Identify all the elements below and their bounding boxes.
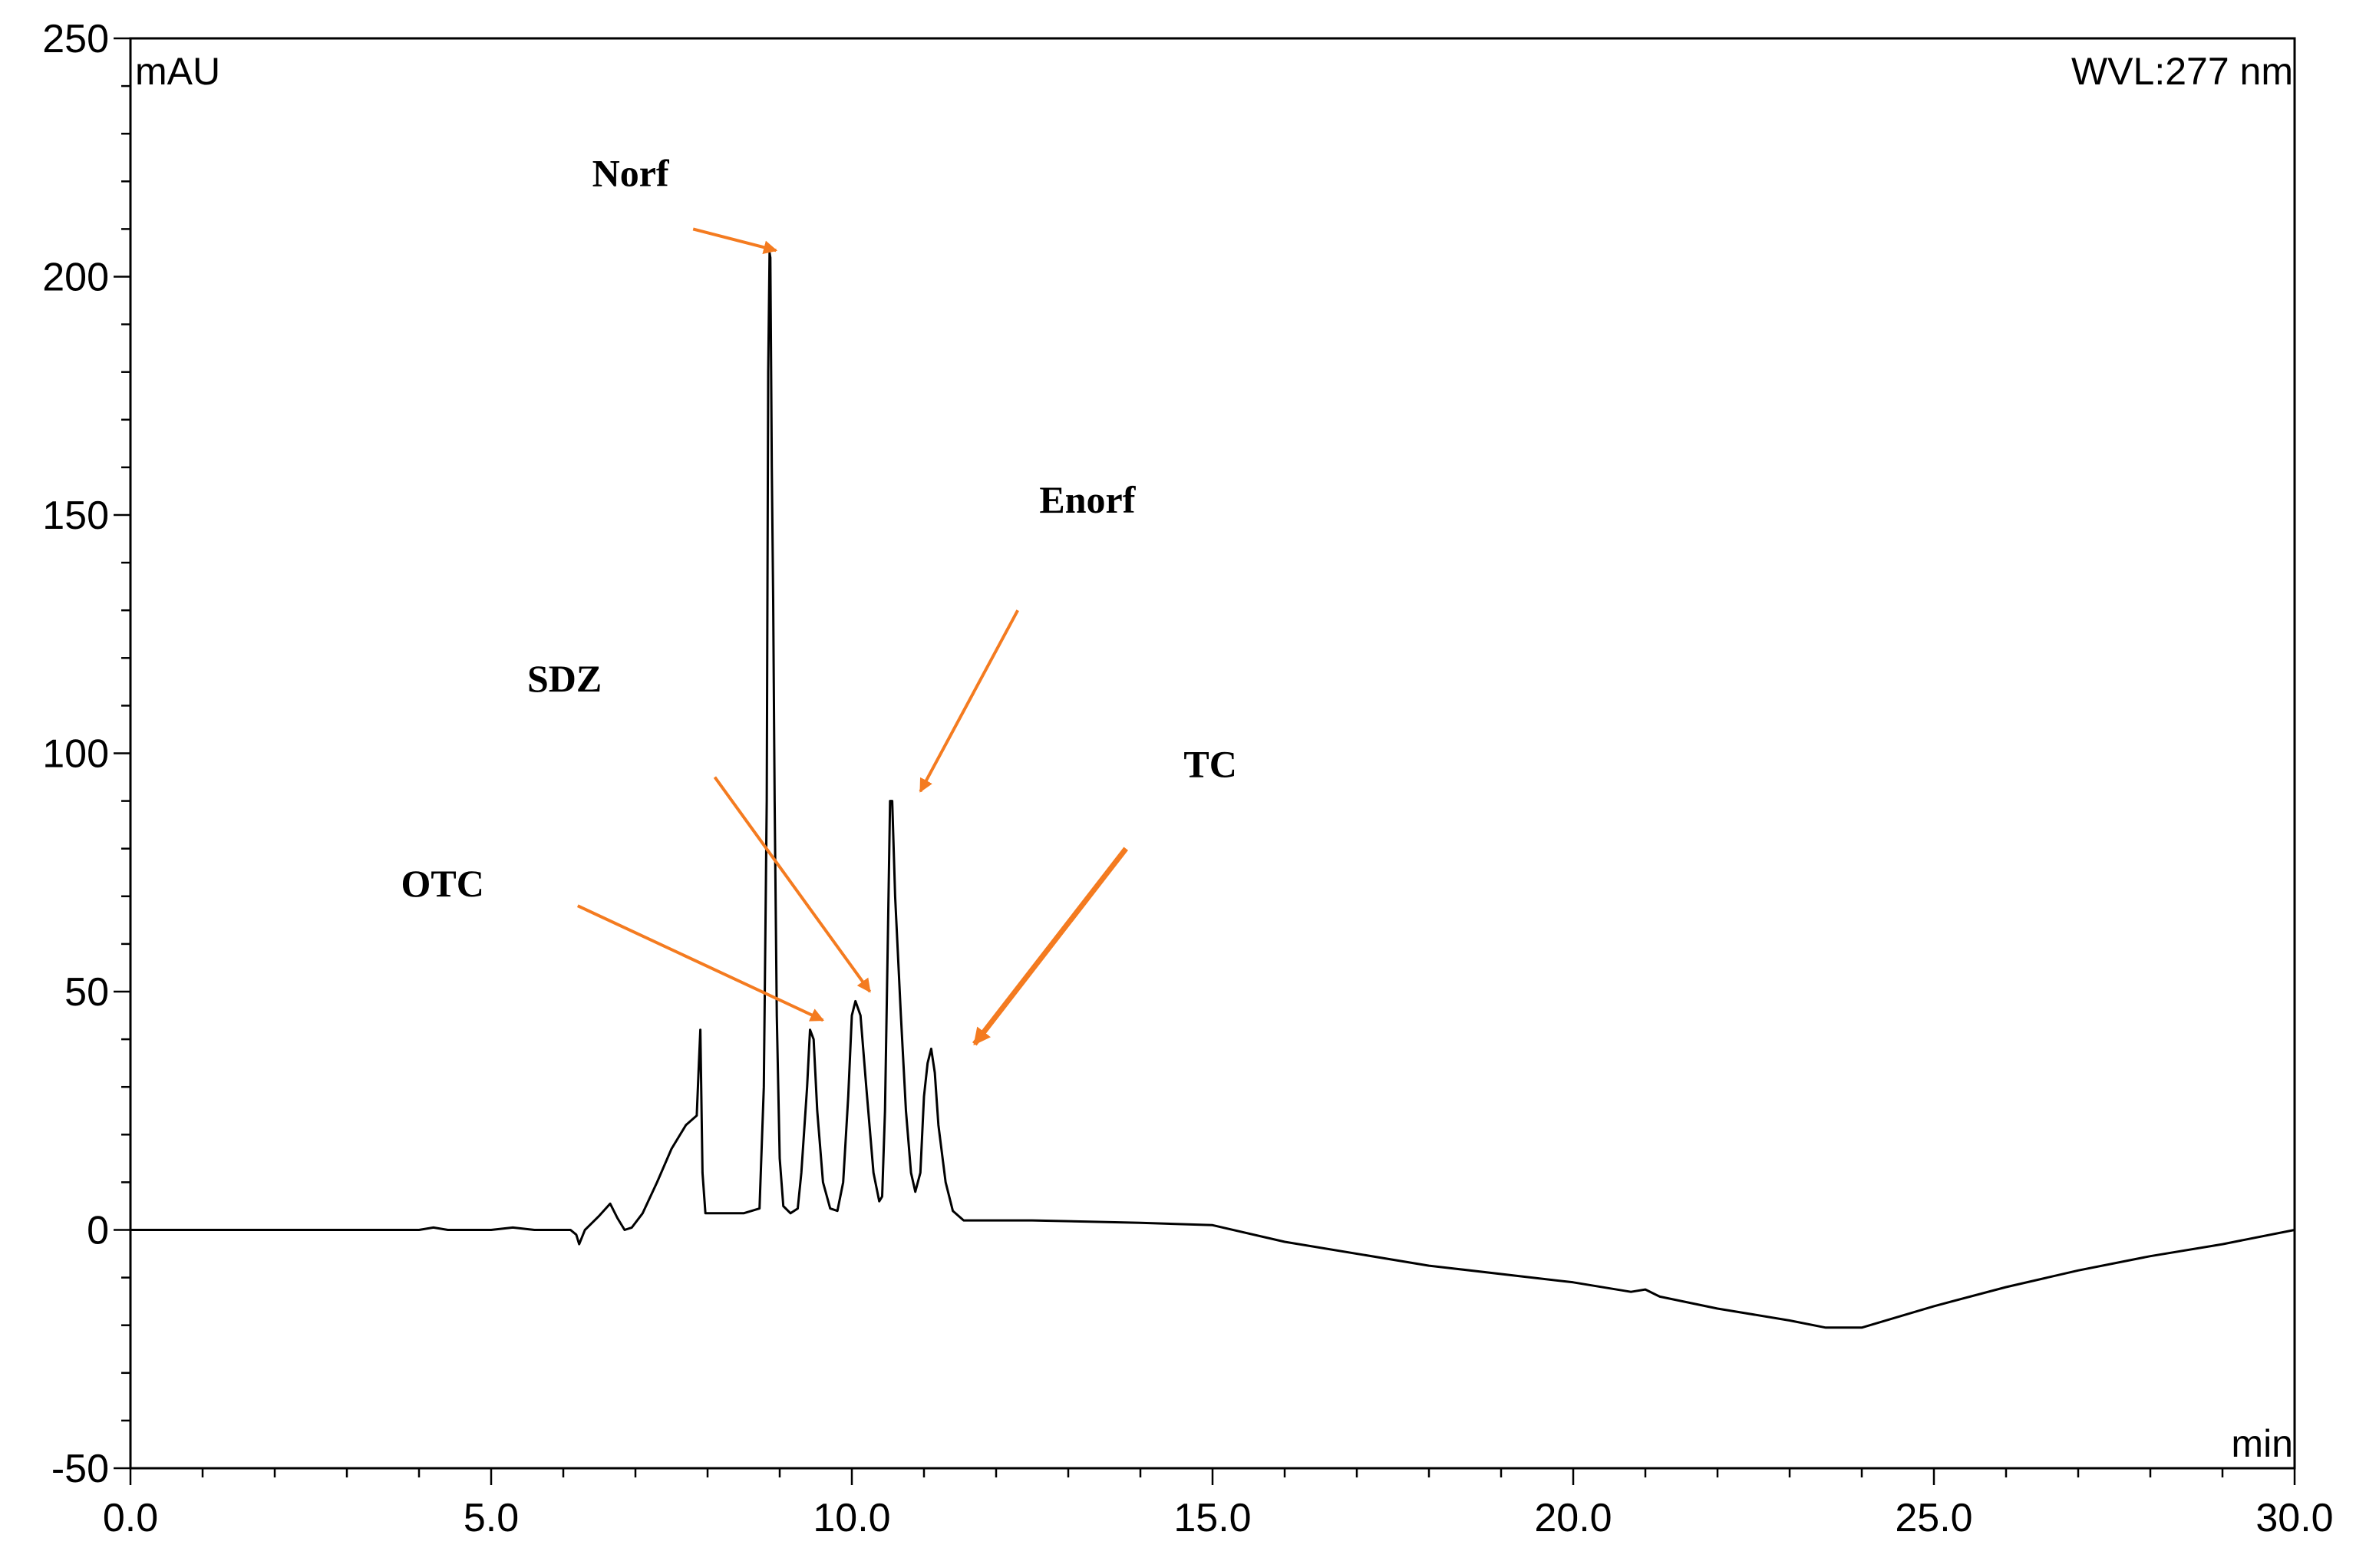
annotation-arrow: [972, 847, 1128, 1046]
y-tick-label: -50: [51, 1447, 109, 1491]
peak-label: Norf: [592, 152, 670, 195]
y-tick-label: 0: [87, 1209, 109, 1253]
x-tick-label: 20.0: [1534, 1496, 1612, 1540]
annotation-arrow: [919, 609, 1019, 793]
x-tick-label: 0.0: [103, 1496, 158, 1540]
y-unit-label: mAU: [135, 50, 220, 93]
y-tick-label: 250: [42, 17, 109, 61]
x-axis-ticks: 0.0 5.0 10.0 15.0 20.0 25.0 30.0: [103, 1468, 2334, 1540]
chromatogram-trace: [130, 252, 2295, 1329]
y-tick-label: 150: [42, 494, 109, 538]
y-tick-label: 100: [42, 732, 109, 777]
y-tick-label: 50: [64, 970, 109, 1015]
x-unit-label: min: [2231, 1422, 2293, 1465]
x-tick-label: 30.0: [2255, 1496, 2333, 1540]
peak-label: SDZ: [527, 657, 602, 700]
wavelength-label: WVL:277 nm: [2071, 50, 2293, 93]
annotation-arrow: [713, 776, 872, 993]
y-tick-label: 200: [42, 256, 109, 300]
peak-annotations: Norf Enorf SDZ TC OTC: [401, 152, 1237, 1046]
y-axis-ticks: -50 0 50 100 150 200 250: [42, 17, 130, 1491]
x-tick-label: 15.0: [1173, 1496, 1251, 1540]
annotation-arrow: [692, 227, 778, 255]
x-tick-label: 10.0: [813, 1496, 890, 1540]
peak-label: TC: [1183, 743, 1236, 786]
x-tick-label: 25.0: [1895, 1496, 1972, 1540]
x-tick-label: 5.0: [464, 1496, 519, 1540]
peak-label: OTC: [401, 862, 484, 905]
annotation-arrow: [576, 904, 825, 1022]
peak-label: Enorf: [1039, 478, 1136, 521]
